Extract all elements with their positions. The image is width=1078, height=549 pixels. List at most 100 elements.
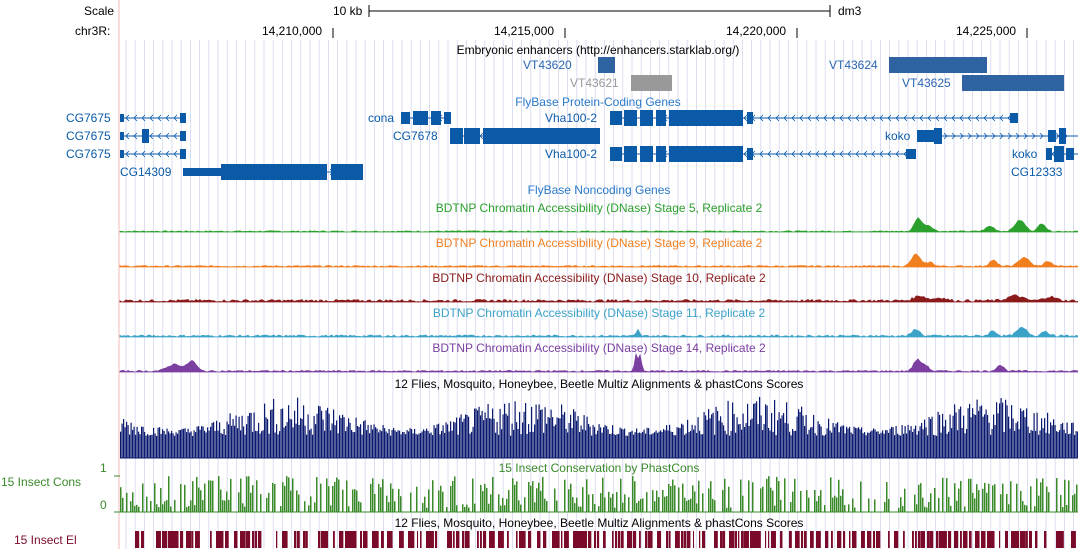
enhancer-vt43621[interactable]: VT43621 bbox=[570, 76, 619, 90]
multiz-bar bbox=[145, 435, 147, 458]
phastcons-bar bbox=[280, 506, 282, 512]
multiz-bar bbox=[898, 435, 900, 458]
gene-label-cg7675-2[interactable]: CG7675 bbox=[66, 129, 111, 143]
multiz-bar bbox=[187, 428, 189, 458]
conserved-element bbox=[507, 531, 509, 548]
multiz-title[interactable]: 12 Flies, Mosquito, Honeybee, Beetle Mul… bbox=[394, 377, 804, 391]
gene-label-vha100-2-2[interactable]: Vha100-2 bbox=[545, 147, 598, 161]
phastcons-bar bbox=[472, 478, 474, 512]
phastcons-bar bbox=[332, 485, 334, 512]
multiz-bar bbox=[837, 422, 839, 458]
gene-exon bbox=[669, 146, 743, 162]
multiz-bar bbox=[574, 411, 576, 458]
enhancer-vt43624[interactable]: VT43624 bbox=[829, 58, 878, 72]
phastcons-bar bbox=[356, 490, 358, 512]
multiz-bar bbox=[930, 418, 932, 458]
conserved-element bbox=[363, 531, 368, 548]
conserved-element bbox=[738, 531, 740, 548]
conserved-element bbox=[651, 531, 653, 548]
multiz-bar bbox=[543, 432, 545, 458]
phastcons-bar bbox=[1076, 484, 1078, 512]
gene-label-koko-1[interactable]: koko bbox=[885, 129, 911, 143]
phastcons-title[interactable]: 15 Insect Conservation by PhastCons bbox=[498, 461, 700, 475]
multiz-bar bbox=[1006, 405, 1008, 458]
multiz-bar bbox=[694, 425, 696, 458]
conserved-element bbox=[564, 531, 569, 548]
dnase14-title[interactable]: BDTNP Chromatin Accessibility (DNase) St… bbox=[432, 341, 766, 355]
strand-arrow bbox=[975, 132, 980, 140]
enhancers-track-title[interactable]: Embryonic enhancers (http://enhancers.st… bbox=[456, 43, 740, 57]
multiz-bar bbox=[918, 431, 920, 458]
multiz-bar bbox=[523, 411, 525, 458]
dnase11-title[interactable]: BDTNP Chromatin Accessibility (DNase) St… bbox=[432, 306, 766, 320]
multiz-bar bbox=[193, 430, 195, 458]
noncoding-title[interactable]: FlyBase Noncoding Genes bbox=[527, 183, 671, 197]
phastcons-bar bbox=[686, 500, 688, 512]
gene-label-koko-2[interactable]: koko bbox=[1012, 147, 1038, 161]
multiz-bar bbox=[190, 431, 192, 458]
multiz-bar bbox=[586, 416, 588, 458]
conserved-element bbox=[135, 531, 140, 548]
phastcons-bar bbox=[576, 497, 578, 512]
multiz-bar bbox=[867, 432, 869, 458]
dnase5-title[interactable]: BDTNP Chromatin Accessibility (DNase) St… bbox=[435, 201, 763, 215]
multiz-bar bbox=[672, 431, 674, 458]
multiz-bar bbox=[760, 415, 762, 458]
phastcons-bar bbox=[604, 497, 606, 512]
conserved-element bbox=[168, 531, 173, 548]
strand-arrow bbox=[895, 114, 900, 122]
enhancer-vt43625[interactable]: VT43625 bbox=[902, 76, 951, 90]
multiz-bar bbox=[598, 424, 600, 458]
multiz-bar bbox=[213, 422, 215, 458]
multiz-bar bbox=[655, 430, 657, 458]
multiz-bar bbox=[721, 422, 723, 458]
gene-exon bbox=[624, 110, 637, 126]
phastcons-bar bbox=[310, 496, 312, 512]
multiz-bar bbox=[591, 435, 593, 458]
multiz-bar bbox=[978, 410, 980, 458]
multiz-bar bbox=[388, 429, 390, 458]
conserved-element bbox=[942, 531, 947, 548]
gene-label-cg7675-1[interactable]: CG7675 bbox=[66, 111, 111, 125]
multiz-bar bbox=[723, 425, 725, 458]
multiz-bar bbox=[814, 433, 816, 458]
gene-label-vha100-2-1[interactable]: Vha100-2 bbox=[545, 111, 598, 125]
elements-title[interactable]: 12 Flies, Mosquito, Honeybee, Beetle Mul… bbox=[394, 516, 804, 530]
gene-label-cg7675-3[interactable]: CG7675 bbox=[66, 147, 111, 161]
phastcons-bar bbox=[482, 491, 484, 512]
phastcons-side-label[interactable]: 15 Insect Cons bbox=[1, 475, 82, 489]
flybase-genes-title[interactable]: FlyBase Protein-Coding Genes bbox=[515, 95, 681, 109]
multiz-bar bbox=[531, 406, 533, 458]
conserved-element bbox=[303, 531, 306, 548]
elements-side-label[interactable]: 15 Insect El bbox=[14, 533, 77, 547]
multiz-bar bbox=[480, 415, 482, 458]
dnase9-title[interactable]: BDTNP Chromatin Accessibility (DNase) St… bbox=[435, 236, 763, 250]
conserved-element bbox=[903, 531, 905, 548]
multiz-bar bbox=[771, 412, 773, 458]
phastcons-bar bbox=[640, 498, 642, 512]
gene-label-cona[interactable]: cona bbox=[368, 111, 395, 125]
multiz-bar bbox=[529, 431, 531, 458]
conserved-element bbox=[999, 531, 1001, 548]
dnase10-title[interactable]: BDTNP Chromatin Accessibility (DNase) St… bbox=[432, 271, 766, 285]
phastcons-bar bbox=[830, 477, 832, 512]
conserved-element bbox=[426, 531, 431, 548]
multiz-bar bbox=[477, 410, 479, 458]
conserved-element bbox=[975, 531, 980, 548]
enhancer-block bbox=[962, 75, 1064, 91]
gene-exon bbox=[1048, 130, 1056, 142]
multiz-bar bbox=[727, 400, 729, 458]
multiz-bar bbox=[154, 433, 156, 458]
gene-label-cg12333[interactable]: CG12333 bbox=[1011, 165, 1063, 179]
gene-label-cg7678[interactable]: CG7678 bbox=[393, 129, 438, 143]
multiz-bar bbox=[373, 424, 375, 458]
phastcons-bar bbox=[710, 481, 712, 512]
phastcons-bar bbox=[904, 488, 906, 512]
phastcons-bar bbox=[1046, 486, 1048, 512]
enhancer-vt43620[interactable]: VT43620 bbox=[523, 58, 572, 72]
multiz-bar bbox=[163, 431, 165, 458]
conserved-element bbox=[747, 531, 749, 548]
multiz-bar bbox=[1047, 412, 1049, 458]
multiz-bar bbox=[406, 430, 408, 458]
gene-label-cg14309[interactable]: CG14309 bbox=[120, 165, 172, 179]
